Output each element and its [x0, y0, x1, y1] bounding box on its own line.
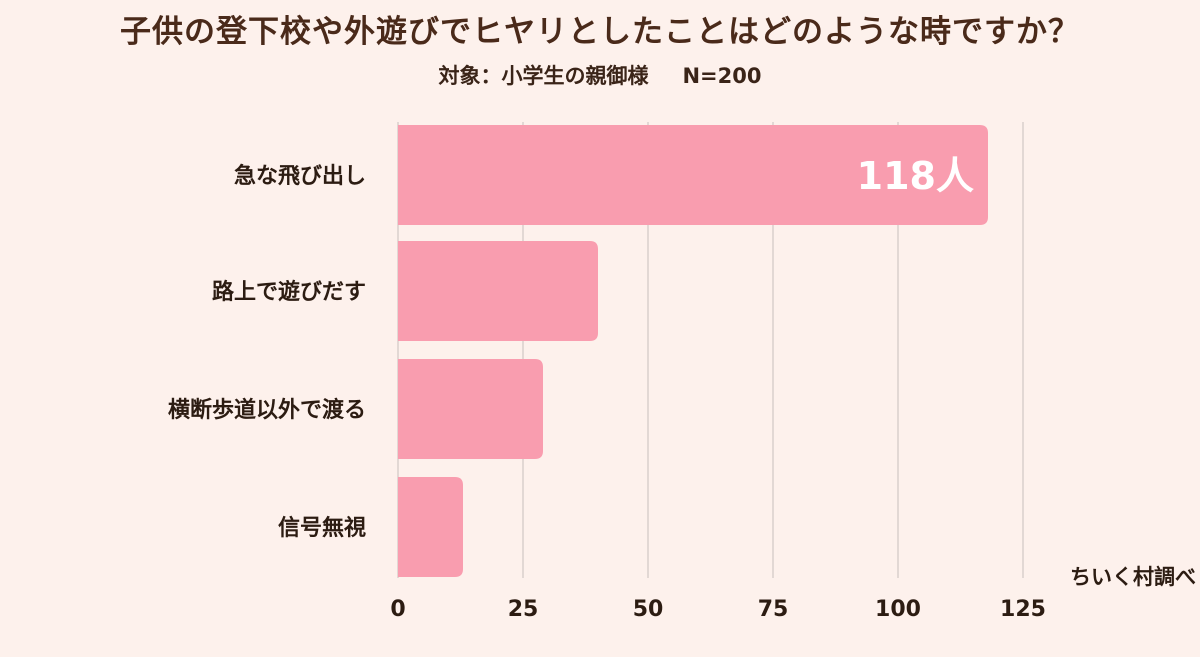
- category-label-2: 路上で遊びだす: [212, 279, 366, 305]
- tick-label-75: 75: [758, 597, 789, 622]
- category-label-3: 横断歩道以外で渡る: [168, 397, 366, 423]
- bars: [398, 125, 988, 577]
- credit-label: ちいく村調べ: [1070, 565, 1196, 589]
- category-label-4: 信号無視: [278, 515, 366, 541]
- category-label-1: 急な飛び出し: [234, 163, 366, 189]
- tick-labels: 0 25 50 75 100 125: [390, 597, 1046, 622]
- bar-3: [398, 359, 543, 459]
- tick-label-25: 25: [508, 597, 539, 622]
- bar-1: [398, 125, 988, 225]
- bar-4: [398, 477, 463, 577]
- bar-2: [398, 241, 598, 341]
- tick-label-100: 100: [875, 597, 921, 622]
- value-label-1: 118人: [857, 154, 974, 198]
- chart-subtitle: 対象：小学生の親御様 N=200: [0, 60, 1200, 90]
- subtitle-sample: N=200: [682, 64, 762, 88]
- tick-label-0: 0: [390, 597, 405, 622]
- chart-title: 子供の登下校や外遊びでヒヤリとしたことはどのような時ですか？: [120, 14, 1080, 50]
- value-labels: 118人: [857, 154, 974, 198]
- tick-label-50: 50: [633, 597, 664, 622]
- subtitle-target: 対象：小学生の親御様: [438, 64, 649, 88]
- tick-label-125: 125: [1000, 597, 1046, 622]
